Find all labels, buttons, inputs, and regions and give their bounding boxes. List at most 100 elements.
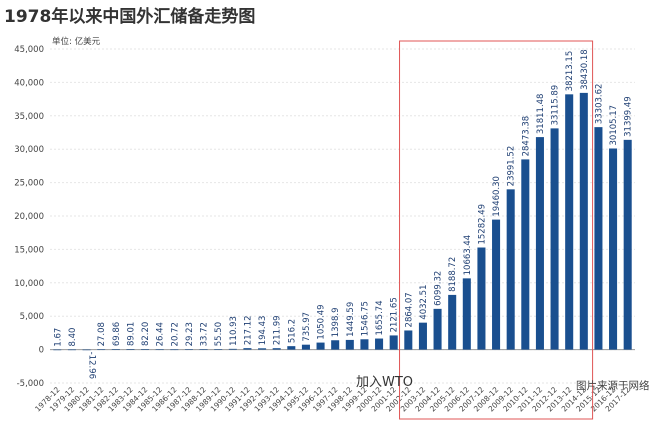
bar <box>272 348 281 350</box>
data-label: 10663.44 <box>463 235 473 276</box>
data-label: 1050.49 <box>317 304 327 339</box>
bar <box>506 189 515 350</box>
bar <box>243 348 252 350</box>
y-tick-label: 20,000 <box>14 212 44 222</box>
gridlines <box>50 48 635 384</box>
data-label: 1655.74 <box>375 300 385 335</box>
data-label: 19460.30 <box>492 176 502 217</box>
unit-label: 单位: 亿美元 <box>52 36 101 47</box>
bar <box>623 139 632 350</box>
y-tick-label: 25,000 <box>14 179 44 189</box>
data-label: 1449.59 <box>346 302 356 337</box>
data-label: 6099.32 <box>434 271 444 306</box>
bar <box>477 247 486 350</box>
bar <box>345 339 354 350</box>
bar <box>360 339 369 350</box>
data-label: 110.93 <box>229 316 239 346</box>
bar <box>170 349 179 351</box>
data-label: 516.2 <box>287 319 297 343</box>
data-label: 38213.15 <box>565 51 575 92</box>
data-label: 20.72 <box>170 322 180 346</box>
source-note: 图片来源于网络 <box>576 379 650 392</box>
data-label: 194.43 <box>258 316 268 346</box>
bar <box>565 94 574 350</box>
bar <box>404 330 413 350</box>
y-axis: -5,000 0 5,000 10,000 15,000 20,000 25,000 30,0… <box>14 45 44 389</box>
data-label: -12.96 <box>87 352 97 379</box>
bar <box>331 340 340 350</box>
data-label: 1546.75 <box>360 301 370 336</box>
wto-highlight-box <box>399 40 594 420</box>
y-tick-label: -5,000 <box>17 379 44 389</box>
bar <box>258 348 267 350</box>
bar <box>609 148 618 350</box>
y-tick-label: 40,000 <box>14 78 44 88</box>
data-label: 29.23 <box>185 322 195 346</box>
bars <box>53 92 632 351</box>
bar <box>184 349 193 351</box>
data-label: 31811.48 <box>536 94 546 135</box>
data-label: 8188.72 <box>448 257 458 292</box>
data-label: 1398.9 <box>331 308 341 338</box>
data-label: 28473.38 <box>521 116 531 157</box>
bar <box>492 219 501 350</box>
bar <box>97 349 106 351</box>
bar <box>228 348 237 350</box>
data-label: 15282.49 <box>477 204 487 245</box>
bar <box>389 335 398 350</box>
data-label: 69.86 <box>112 322 122 346</box>
bar <box>155 349 164 351</box>
data-label: 89.01 <box>126 322 136 346</box>
bar <box>111 349 120 350</box>
data-label: 33.72 <box>200 322 210 346</box>
bar <box>301 344 310 350</box>
bar <box>462 278 471 350</box>
bar <box>287 346 296 350</box>
data-label: 1.67 <box>53 328 63 347</box>
data-label: 2121.65 <box>390 297 400 332</box>
data-label: 38430.18 <box>580 49 590 90</box>
y-tick-label: 15,000 <box>14 245 44 255</box>
data-label: 26.44 <box>156 322 166 346</box>
bar <box>199 349 208 350</box>
y-tick-label: 45,000 <box>14 45 44 55</box>
bar <box>214 349 223 350</box>
data-label: 33115.89 <box>551 85 561 126</box>
data-label: 33303.62 <box>594 84 604 125</box>
data-label: 8.40 <box>68 328 78 347</box>
bar <box>67 349 76 351</box>
bar <box>82 349 91 351</box>
data-label: 27.08 <box>97 322 107 346</box>
y-tick-label: 30,000 <box>14 145 44 155</box>
bar <box>141 349 150 350</box>
y-tick-label: 35,000 <box>14 112 44 122</box>
bar <box>375 338 384 350</box>
bar <box>433 308 442 350</box>
data-label: 2864.07 <box>404 292 414 327</box>
bar <box>579 92 588 350</box>
data-label: 211.99 <box>273 315 283 345</box>
bar <box>550 128 559 350</box>
bar <box>53 349 62 351</box>
data-label: 55.50 <box>214 322 224 346</box>
chart-title: 1978年以来中国外汇储备走势图 <box>4 6 255 27</box>
x-axis: 1978-121979-121980-121981-121982-121983-… <box>33 385 632 414</box>
wto-annotation: 加入WTO <box>356 375 413 390</box>
y-tick-label: 5,000 <box>20 312 44 322</box>
data-label: 30105.17 <box>609 105 619 146</box>
data-label: 4032.51 <box>419 285 429 320</box>
bar <box>316 342 325 350</box>
bar <box>418 322 427 350</box>
bar <box>448 294 457 350</box>
bar <box>521 159 530 350</box>
bar <box>126 349 135 350</box>
data-label: 217.12 <box>243 315 253 345</box>
data-label: 735.97 <box>302 312 312 342</box>
data-label: 31399.49 <box>624 96 634 137</box>
data-label: 82.20 <box>141 322 151 346</box>
data-label: 23991.52 <box>507 146 517 187</box>
bar <box>594 127 603 350</box>
y-tick-label: 0 <box>39 346 44 356</box>
